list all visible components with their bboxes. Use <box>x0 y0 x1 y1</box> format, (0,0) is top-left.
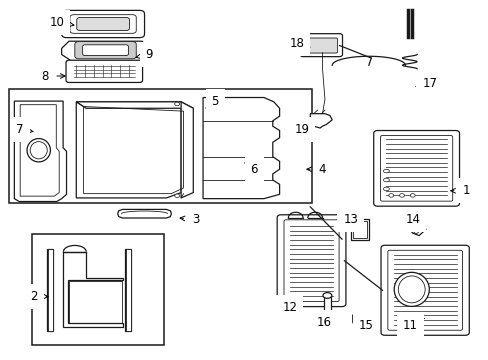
FancyBboxPatch shape <box>305 38 337 53</box>
FancyBboxPatch shape <box>380 135 452 201</box>
Bar <box>47 249 53 331</box>
FancyBboxPatch shape <box>387 250 462 330</box>
Ellipse shape <box>398 276 424 303</box>
Text: 10: 10 <box>49 16 74 29</box>
Bar <box>352 221 366 238</box>
Text: 12: 12 <box>282 301 297 314</box>
Bar <box>47 249 53 331</box>
FancyBboxPatch shape <box>61 10 144 38</box>
FancyBboxPatch shape <box>300 34 342 57</box>
Ellipse shape <box>388 194 393 197</box>
Bar <box>9 89 311 203</box>
Polygon shape <box>76 102 181 198</box>
FancyBboxPatch shape <box>277 215 345 307</box>
Text: 18: 18 <box>288 37 309 50</box>
Text: 14: 14 <box>405 213 419 226</box>
Ellipse shape <box>30 141 47 159</box>
Bar <box>32 234 163 345</box>
Ellipse shape <box>399 194 404 197</box>
Polygon shape <box>63 252 122 327</box>
FancyBboxPatch shape <box>77 18 129 31</box>
Text: 15: 15 <box>358 319 373 332</box>
Ellipse shape <box>174 194 179 198</box>
Text: 6: 6 <box>244 163 258 176</box>
FancyBboxPatch shape <box>70 15 136 33</box>
Text: 19: 19 <box>294 123 309 136</box>
Polygon shape <box>61 41 149 61</box>
Text: 8: 8 <box>41 69 65 82</box>
Ellipse shape <box>412 227 418 233</box>
Ellipse shape <box>323 293 331 298</box>
Text: 11: 11 <box>402 319 423 332</box>
FancyBboxPatch shape <box>373 131 459 206</box>
Text: 3: 3 <box>180 213 199 226</box>
Ellipse shape <box>383 187 388 191</box>
Text: 13: 13 <box>343 213 358 226</box>
Polygon shape <box>76 102 193 108</box>
Text: 1: 1 <box>450 184 469 197</box>
Text: 17: 17 <box>415 77 436 90</box>
Polygon shape <box>181 102 193 198</box>
FancyBboxPatch shape <box>352 314 373 323</box>
Bar <box>125 249 131 331</box>
Text: 9: 9 <box>136 48 153 61</box>
Polygon shape <box>203 98 279 199</box>
Bar <box>350 220 368 240</box>
Ellipse shape <box>27 139 50 162</box>
FancyBboxPatch shape <box>75 41 136 59</box>
Polygon shape <box>409 225 425 235</box>
Polygon shape <box>310 114 331 128</box>
Polygon shape <box>118 210 171 218</box>
Ellipse shape <box>383 178 388 182</box>
Bar <box>324 295 330 315</box>
Ellipse shape <box>393 273 428 306</box>
Text: 7: 7 <box>17 123 33 136</box>
Text: 2: 2 <box>30 290 48 303</box>
Polygon shape <box>14 101 66 202</box>
Ellipse shape <box>409 194 414 197</box>
Text: 16: 16 <box>316 316 331 329</box>
FancyBboxPatch shape <box>380 245 468 335</box>
Text: 5: 5 <box>205 95 219 108</box>
FancyBboxPatch shape <box>66 60 142 82</box>
FancyBboxPatch shape <box>82 45 128 55</box>
Ellipse shape <box>383 169 388 173</box>
Ellipse shape <box>174 102 179 106</box>
FancyBboxPatch shape <box>284 220 338 302</box>
Bar <box>69 281 122 323</box>
Bar <box>125 249 131 331</box>
Text: 4: 4 <box>306 163 325 176</box>
